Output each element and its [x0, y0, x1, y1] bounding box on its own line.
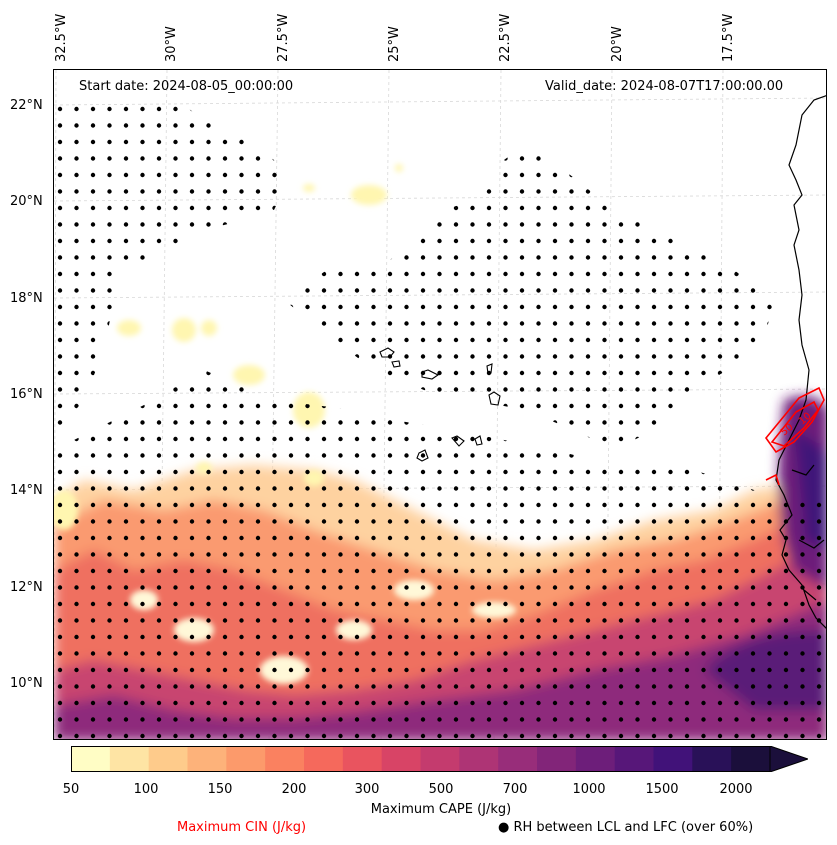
colorbar-tick: 700 — [502, 782, 528, 797]
lon-label-30w: 30°W — [164, 26, 179, 62]
map-canvas: 50 10 — [54, 70, 826, 739]
rh-legend-label: ● RH between LCL and LFC (over 60%) — [498, 820, 754, 835]
colorbar-cell — [731, 746, 771, 772]
colorbar-cell — [187, 746, 227, 772]
colorbar-tick: 50 — [62, 782, 80, 797]
colorbar-cell — [692, 746, 732, 772]
colorbar-cell — [420, 746, 460, 772]
colorbar-tick: 200 — [281, 782, 307, 797]
colorbar-cell — [575, 746, 616, 772]
colorbar-tick: 300 — [354, 782, 380, 797]
colorbar — [71, 746, 808, 772]
colorbar-tick: 1000 — [572, 782, 606, 797]
colorbar-cell — [109, 746, 150, 772]
colorbar-tick: 500 — [428, 782, 454, 797]
colorbar-cell — [342, 746, 383, 772]
colorbar-cell — [265, 746, 305, 772]
cape-verde-islands — [379, 347, 501, 462]
colorbar-cell — [304, 746, 344, 772]
lat-label-10n: 10°N — [10, 676, 43, 691]
colorbar-cell — [226, 746, 266, 772]
colorbar-cell — [498, 746, 538, 772]
colorbar-cell — [71, 746, 111, 772]
rh-stipple — [54, 98, 826, 739]
colorbar-cell — [653, 746, 693, 772]
start-date-label: Start date: 2024-08-05_00:00:00 — [79, 79, 294, 94]
cin-legend-label: Maximum CIN (J/kg) — [177, 820, 307, 835]
colorbar-tick: 100 — [133, 782, 159, 797]
lon-label-32-5w: 32.5°W — [54, 13, 69, 62]
lat-label-16n: 16°N — [10, 387, 43, 402]
colorbar-tick: 2000 — [719, 782, 753, 797]
colorbar-cell — [537, 746, 577, 772]
lat-label-22n: 22°N — [10, 98, 43, 113]
colorbar-title: Maximum CAPE (J/kg) — [370, 802, 512, 817]
colorbar-tick: 1500 — [645, 782, 679, 797]
lon-label-22-5w: 22.5°W — [498, 13, 513, 62]
map-panel: 50 10 — [53, 69, 827, 740]
lon-label-20w: 20°W — [610, 26, 625, 62]
colorbar-outline — [71, 746, 771, 772]
lon-label-17-5w: 17.5°W — [721, 13, 736, 62]
colorbar-cell — [381, 746, 421, 772]
lat-label-20n: 20°N — [10, 194, 43, 209]
lon-label-27-5w: 27.5°W — [276, 13, 291, 62]
lat-label-18n: 18°N — [10, 291, 43, 306]
colorbar-cell — [614, 746, 654, 772]
valid-date-label: Valid_date: 2024-08-07T17:00:00.00 — [545, 79, 784, 94]
lat-label-12n: 12°N — [10, 580, 43, 595]
colorbar-extend-arrow — [769, 746, 808, 772]
coastline — [775, 95, 826, 629]
lon-label-25w: 25°W — [387, 26, 402, 62]
colorbar-cell — [148, 746, 188, 772]
colorbar-cells — [71, 746, 771, 772]
lat-label-14n: 14°N — [10, 483, 43, 498]
colorbar-cell — [459, 746, 499, 772]
colorbar-tick: 150 — [207, 782, 233, 797]
